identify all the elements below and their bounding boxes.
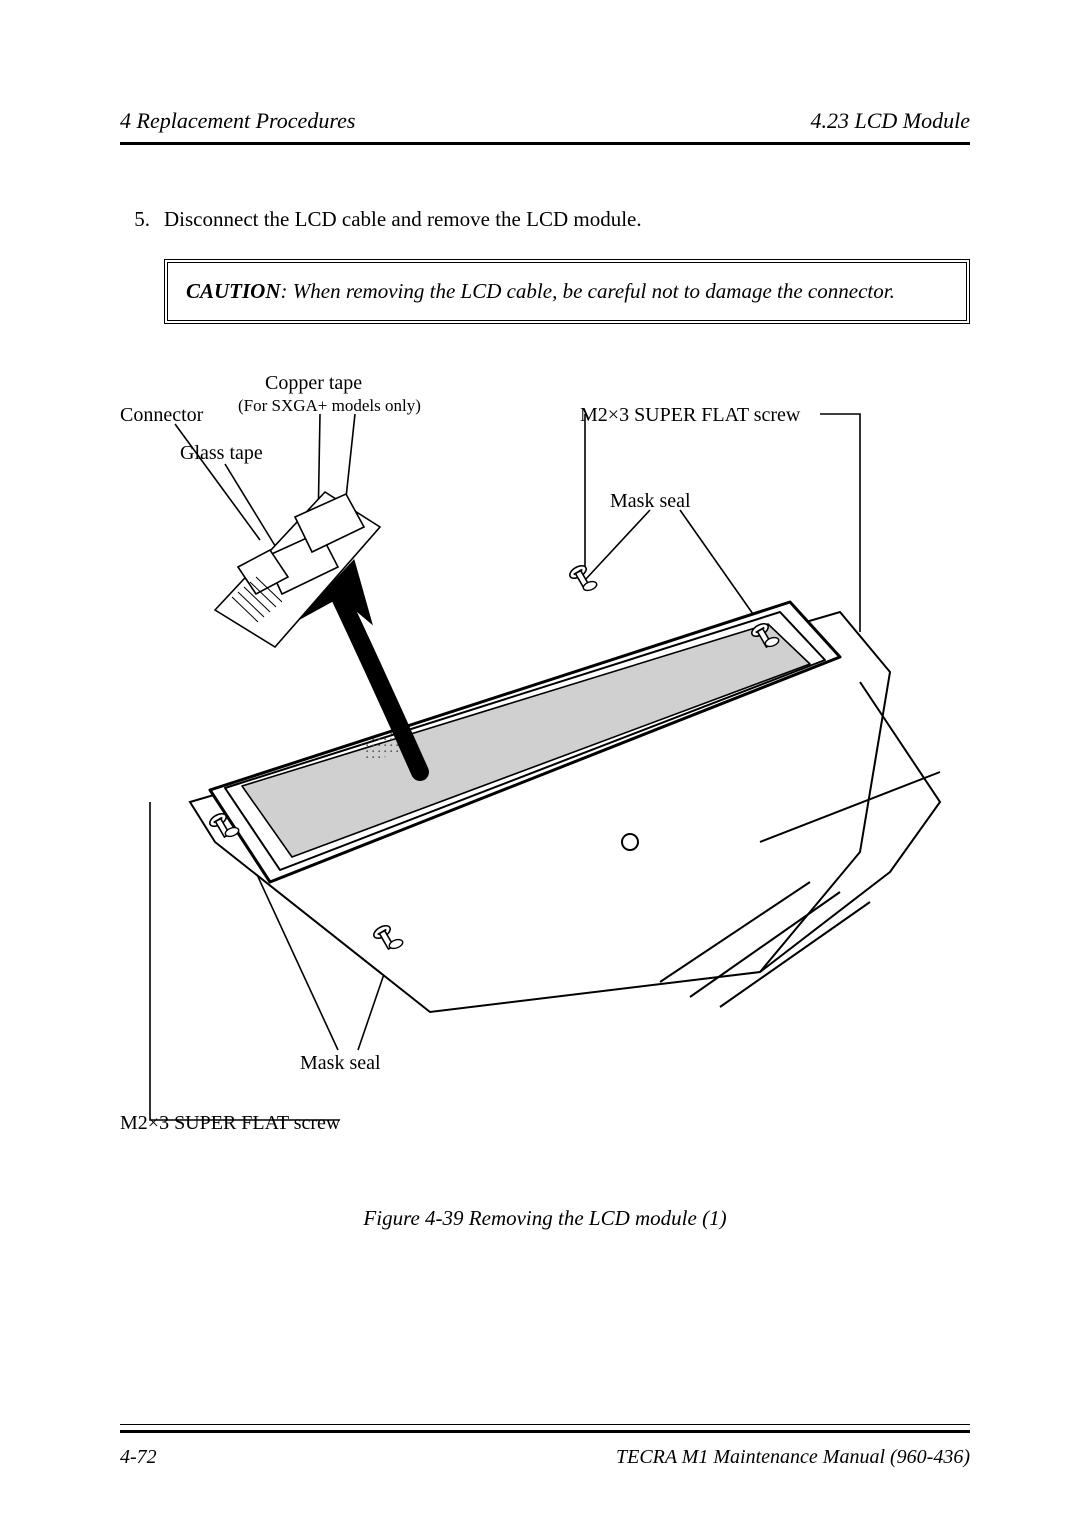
step-number: 5.	[120, 205, 164, 233]
page-footer: 4-72 TECRA M1 Maintenance Manual (960-43…	[120, 1446, 970, 1469]
label-mask-seal-top: Mask seal	[610, 490, 691, 513]
label-mask-seal-bottom: Mask seal	[300, 1052, 381, 1075]
label-connector: Connector	[120, 404, 203, 427]
label-glass-tape: Glass tape	[180, 442, 263, 465]
header-rule-thick	[120, 142, 970, 145]
figure-lcd-removal: Connector Copper tape (For SXGA+ models …	[120, 372, 970, 1192]
footer-manual: TECRA M1 Maintenance Manual (960-436)	[616, 1446, 970, 1469]
page-header: 4 Replacement Procedures 4.23 LCD Module	[120, 108, 970, 140]
label-copper-sub: (For SXGA+ models only)	[238, 396, 421, 416]
step-text: Disconnect the LCD cable and remove the …	[164, 205, 642, 233]
footer-rule-thick	[120, 1430, 970, 1433]
header-left: 4 Replacement Procedures	[120, 108, 355, 134]
procedure-step: 5. Disconnect the LCD cable and remove t…	[120, 205, 970, 233]
figure-caption: Figure 4-39 Removing the LCD module (1)	[120, 1206, 970, 1231]
header-right: 4.23 LCD Module	[811, 108, 971, 134]
caution-box: CAUTION: When removing the LCD cable, be…	[164, 259, 970, 323]
footer-rules	[120, 1424, 970, 1433]
label-copper-tape: Copper tape	[265, 372, 362, 395]
caution-text: : When removing the LCD cable, be carefu…	[281, 279, 895, 303]
lcd-diagram	[120, 372, 970, 1192]
caution-label: CAUTION	[186, 279, 281, 303]
footer-page: 4-72	[120, 1446, 157, 1469]
label-screw-tr: M2×3 SUPER FLAT screw	[580, 404, 800, 427]
label-screw-bl: M2×3 SUPER FLAT screw	[120, 1112, 340, 1135]
